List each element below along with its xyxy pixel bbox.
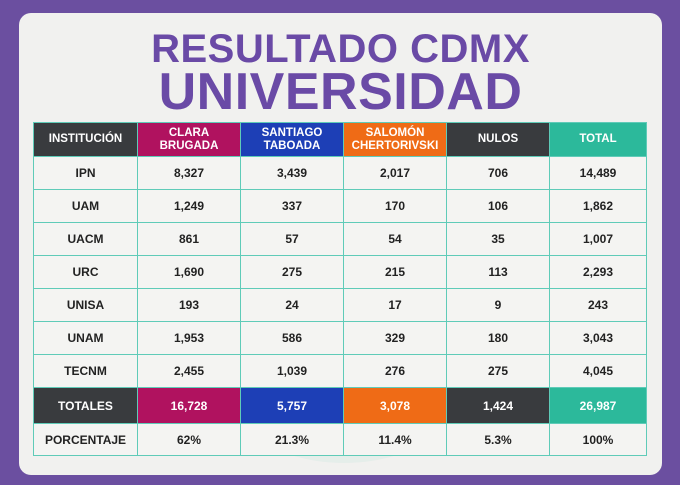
cell-salomon: 215 — [343, 255, 447, 289]
percentage-label: PORCENTAJE — [33, 423, 138, 456]
title-line-2: UNIVERSIDAD — [158, 63, 523, 121]
cell-institucion: UAM — [33, 189, 138, 223]
totals-nulos: 1,424 — [446, 387, 550, 424]
cell-institucion: UNISA — [33, 288, 138, 322]
totals-total: 26,987 — [549, 387, 647, 424]
percentage-total: 100% — [549, 423, 647, 456]
cell-nulos: 35 — [446, 222, 550, 256]
cell-institucion: UACM — [33, 222, 138, 256]
header-salomon-label: SALOMÓN CHERTORIVSKI — [351, 126, 439, 152]
percentage-row: PORCENTAJE 62% 21.3% 11.4% 5.3% 100% — [33, 423, 647, 456]
totals-clara: 16,728 — [137, 387, 241, 424]
header-total: TOTAL — [549, 122, 647, 157]
percentage-salomon: 11.4% — [343, 423, 447, 456]
cell-institucion: UNAM — [33, 321, 138, 355]
results-table: INSTITUCIÓN CLARA BRUGADA SANTIAGO TABOA… — [33, 122, 647, 456]
percentage-clara: 62% — [137, 423, 241, 456]
cell-salomon: 17 — [343, 288, 447, 322]
cell-santiago: 1,039 — [240, 354, 344, 388]
cell-total: 1,862 — [549, 189, 647, 223]
results-card: RESULTADO CDMX UNIVERSIDAD INSTITUCIÓN C… — [19, 13, 662, 475]
cell-total: 243 — [549, 288, 647, 322]
totals-santiago: 5,757 — [240, 387, 344, 424]
table-row: UNISA 193 24 17 9 243 — [33, 288, 647, 322]
cell-nulos: 275 — [446, 354, 550, 388]
cell-salomon: 329 — [343, 321, 447, 355]
cell-institucion: IPN — [33, 156, 138, 190]
totals-label: TOTALES — [33, 387, 138, 424]
header-institucion: INSTITUCIÓN — [33, 122, 138, 157]
cell-total: 14,489 — [549, 156, 647, 190]
cell-santiago: 57 — [240, 222, 344, 256]
cell-nulos: 113 — [446, 255, 550, 289]
cell-total: 4,045 — [549, 354, 647, 388]
percentage-nulos: 5.3% — [446, 423, 550, 456]
cell-clara: 1,249 — [137, 189, 241, 223]
header-santiago-taboada: SANTIAGO TABOADA — [240, 122, 344, 157]
percentage-santiago: 21.3% — [240, 423, 344, 456]
header-santiago-label: SANTIAGO TABOADA — [261, 126, 323, 152]
cell-nulos: 106 — [446, 189, 550, 223]
cell-institucion: TECNM — [33, 354, 138, 388]
table-row: UAM 1,249 337 170 106 1,862 — [33, 189, 647, 223]
cell-clara: 1,953 — [137, 321, 241, 355]
totals-salomon: 3,078 — [343, 387, 447, 424]
cell-institucion: URC — [33, 255, 138, 289]
cell-santiago: 3,439 — [240, 156, 344, 190]
cell-clara: 861 — [137, 222, 241, 256]
title-line-1: RESULTADO CDMX — [151, 27, 530, 71]
table-row: TECNM 2,455 1,039 276 275 4,045 — [33, 354, 647, 388]
cell-total: 1,007 — [549, 222, 647, 256]
cell-clara: 193 — [137, 288, 241, 322]
cell-nulos: 180 — [446, 321, 550, 355]
cell-clara: 8,327 — [137, 156, 241, 190]
cell-nulos: 9 — [446, 288, 550, 322]
header-clara-brugada: CLARA BRUGADA — [137, 122, 241, 157]
table-row: UNAM 1,953 586 329 180 3,043 — [33, 321, 647, 355]
cell-santiago: 586 — [240, 321, 344, 355]
table-row: IPN 8,327 3,439 2,017 706 14,489 — [33, 156, 647, 190]
cell-salomon: 54 — [343, 222, 447, 256]
cell-clara: 2,455 — [137, 354, 241, 388]
cell-total: 3,043 — [549, 321, 647, 355]
header-salomon-chertorivski: SALOMÓN CHERTORIVSKI — [343, 122, 447, 157]
header-row: INSTITUCIÓN CLARA BRUGADA SANTIAGO TABOA… — [33, 122, 647, 157]
totals-row: TOTALES 16,728 5,757 3,078 1,424 26,987 — [33, 387, 647, 424]
table-row: UACM 861 57 54 35 1,007 — [33, 222, 647, 256]
table-row: URC 1,690 275 215 113 2,293 — [33, 255, 647, 289]
cell-santiago: 275 — [240, 255, 344, 289]
cell-clara: 1,690 — [137, 255, 241, 289]
header-clara-label: CLARA BRUGADA — [159, 126, 219, 152]
cell-santiago: 24 — [240, 288, 344, 322]
header-nulos: NULOS — [446, 122, 550, 157]
cell-salomon: 170 — [343, 189, 447, 223]
cell-nulos: 706 — [446, 156, 550, 190]
cell-salomon: 2,017 — [343, 156, 447, 190]
cell-total: 2,293 — [549, 255, 647, 289]
cell-santiago: 337 — [240, 189, 344, 223]
cell-salomon: 276 — [343, 354, 447, 388]
